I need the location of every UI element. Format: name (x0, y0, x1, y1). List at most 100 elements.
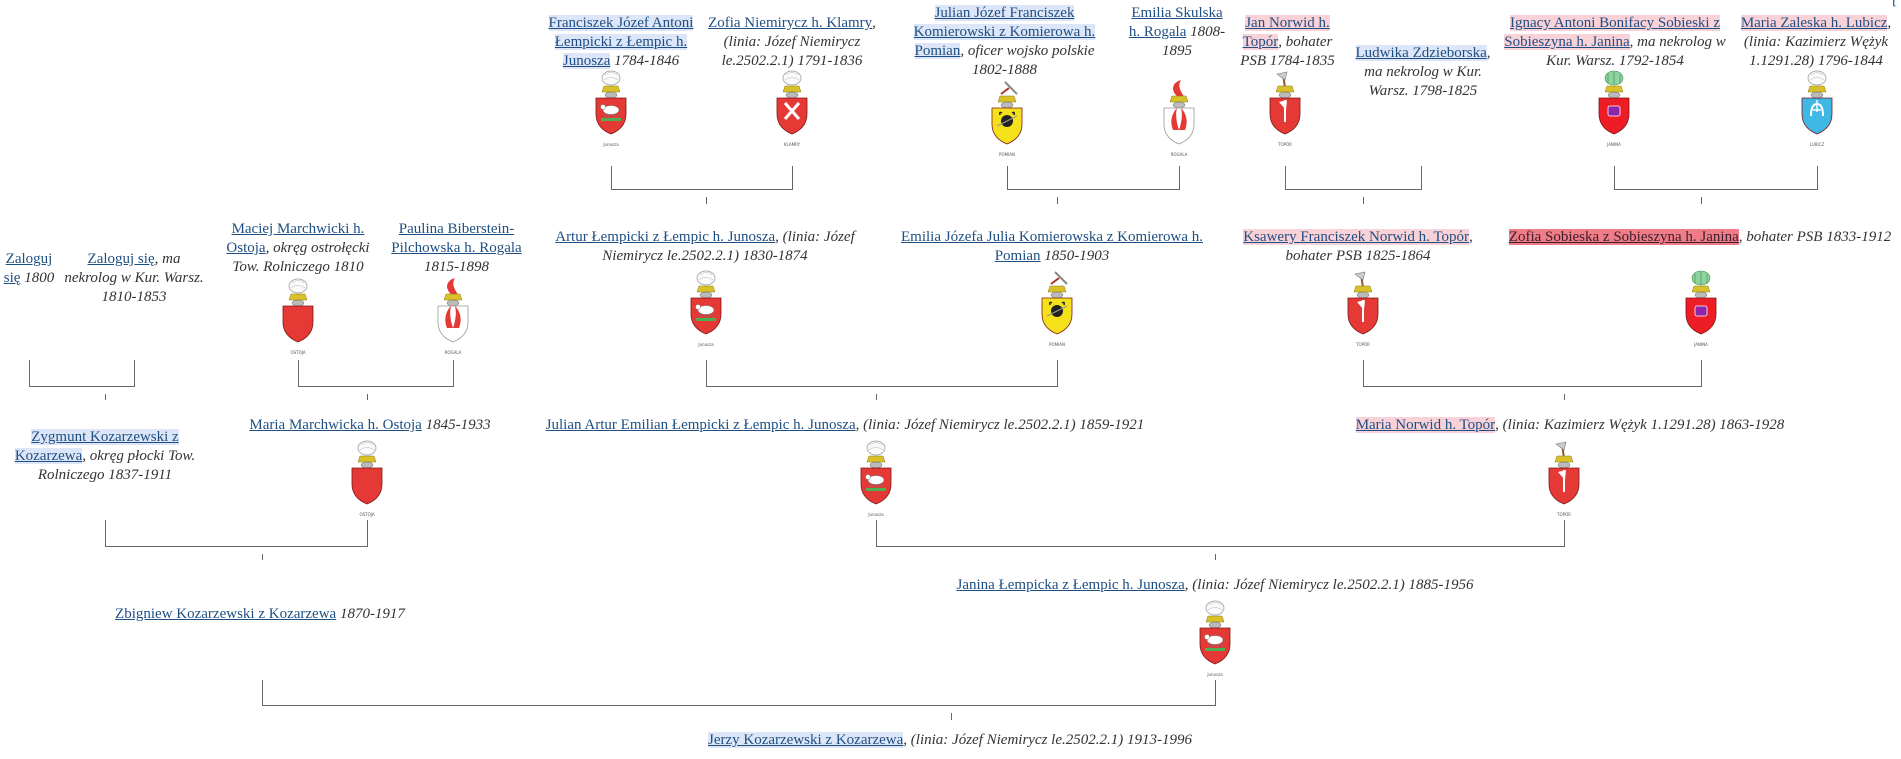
person-details: , oficer wojsko polskie 1802-1888 (960, 43, 1095, 78)
person-link[interactable]: Julian Artur Emilian Łempicki z Łempic h… (545, 417, 856, 433)
child-connector (876, 394, 877, 400)
couple-connector (29, 386, 135, 387)
couple-connector (1007, 189, 1180, 190)
person-details: , (linia: Józef Niemirycz le.2502.2.1) 1… (855, 417, 1145, 433)
person-details: , (linia: Kazimierz Wężyk 1.1291.28) 186… (1495, 417, 1785, 433)
parent-connector (298, 360, 299, 386)
couple-connector (1285, 189, 1422, 190)
person-link[interactable]: Artur Łempicki z Łempic h. Junosza (555, 229, 776, 245)
person-p3: Julian Józef Franciszek Komierowski z Ko… (912, 4, 1097, 80)
coat-of-arms-janina: JANINA (1681, 270, 1721, 347)
person-link[interactable]: Emilia Skulska h. Rogala (1128, 5, 1223, 40)
coat-of-arms-pomian: POMIAN (987, 80, 1027, 157)
crest-label: TOPÓR (1356, 342, 1370, 347)
person-p1: Franciszek Józef Antoni Łempicki z Łempi… (541, 14, 701, 71)
person-p15: Ksawery Franciszek Norwid h. Topór, boha… (1228, 228, 1488, 266)
child-connector (367, 394, 368, 400)
coat-of-arms-rogala: ROGALA (433, 278, 473, 355)
person-p12: Paulina Biberstein-Pilchowska h. Rogala … (384, 220, 529, 277)
person-link[interactable]: Ksawery Franciszek Norwid h. Topór (1243, 229, 1469, 245)
person-p21: Zbigniew Kozarzewski z Kozarzewa 1870-19… (60, 605, 460, 624)
person-link[interactable]: Franciszek Józef Antoni Łempicki z Łempi… (548, 15, 694, 69)
person-details: , (linia: Kazimierz Wężyk 1.1291.28) 179… (1743, 15, 1892, 69)
person-details: 1845-1933 (421, 417, 491, 433)
crest-label: Junosza (698, 342, 714, 347)
parent-connector (1007, 166, 1008, 189)
crest-label: POMIAN (999, 152, 1015, 157)
person-link[interactable]: Maria Zaleska h. Lubicz (1740, 15, 1888, 31)
parent-connector (367, 520, 368, 546)
parent-connector (1701, 360, 1702, 386)
person-link[interactable]: Zaloguj się (3, 251, 53, 286)
couple-connector (298, 386, 454, 387)
person-details: , (linia: Józef Niemirycz le.2502.2.1) 1… (1184, 577, 1474, 593)
person-p6: Ludwika Zdzieborska, ma nekrolog w Kur. … (1348, 44, 1498, 101)
parent-connector (1421, 166, 1422, 189)
person-link[interactable]: Zbigniew Kozarzewski z Kozarzewa (115, 606, 337, 622)
person-p8: Maria Zaleska h. Lubicz, (linia: Kazimie… (1732, 14, 1900, 71)
person-link[interactable]: Maria Marchwicka h. Ostoja (249, 417, 422, 433)
coat-of-arms-janina: JANINA (1594, 70, 1634, 147)
parent-connector (1614, 166, 1615, 189)
person-details: 1808-1895 (1162, 24, 1226, 59)
person-p7: Ignacy Antoni Bonifacy Sobieski z Sobies… (1500, 14, 1730, 71)
person-link[interactable]: Jerzy Kozarzewski z Kozarzewa (707, 732, 904, 748)
person-details: , ma nekrolog w Kur. Warsz. 1810-1853 (64, 251, 204, 305)
person-link[interactable]: Maciej Marchwicki h. Ostoja (226, 221, 365, 256)
parent-connector (1285, 166, 1286, 189)
coat-of-arms-junosza: Junosza (1195, 600, 1235, 677)
crest-label: Junosza (868, 512, 884, 517)
person-link[interactable]: Emilia Józefa Julia Komierowska z Komier… (901, 229, 1203, 264)
couple-connector (611, 189, 793, 190)
parent-connector (134, 360, 135, 386)
person-p4: Emilia Skulska h. Rogala 1808-1895 (1127, 4, 1227, 61)
coat-of-arms-ostoja: OSTOJA (347, 440, 387, 517)
person-link[interactable]: Zaloguj się (87, 251, 155, 267)
child-connector (262, 554, 263, 560)
person-p18: Maria Marchwicka h. Ostoja 1845-1933 (210, 416, 530, 435)
child-connector (706, 197, 707, 204)
person-link[interactable]: Paulina Biberstein-Pilchowska h. Rogala (391, 221, 522, 256)
crest-label: TOPÓR (1557, 512, 1571, 517)
couple-connector (1614, 189, 1818, 190)
corner-link[interactable]: [ (1892, 0, 1897, 8)
person-link[interactable]: Zofia Niemirycz h. Klamry (708, 15, 873, 31)
person-details: , bohater PSB 1784-1835 (1240, 34, 1335, 69)
child-connector (1701, 197, 1702, 204)
parent-connector (706, 360, 707, 386)
couple-connector (1363, 386, 1702, 387)
crest-label: OSTOJA (290, 350, 306, 355)
parent-connector (105, 520, 106, 546)
person-details: , bohater PSB 1825-1864 (1285, 229, 1473, 264)
crest-label: ROGALA (1170, 152, 1188, 157)
person-link[interactable]: Janina Łempicka z Łempic h. Junosza (956, 577, 1185, 593)
coat-of-arms-junosza: Junosza (591, 70, 631, 147)
person-details: , (linia: Józef Niemirycz le.2502.2.1) 1… (602, 229, 855, 264)
person-link[interactable]: Ludwika Zdzieborska (1355, 45, 1487, 61)
person-details: 1815-1898 (424, 259, 489, 275)
crest-label: Junosza (1207, 672, 1223, 677)
crest-label: JANINA (1694, 342, 1708, 347)
child-connector (951, 713, 952, 720)
child-connector (1564, 394, 1565, 400)
child-connector (1057, 197, 1058, 204)
crest-label: TOPÓR (1278, 142, 1292, 147)
coat-of-arms-klamry: KLAMRY (772, 70, 812, 147)
parent-connector (1057, 360, 1058, 386)
person-details: , bohater PSB 1833-1912 (1738, 229, 1892, 245)
parent-connector (611, 166, 612, 189)
person-p9: Zaloguj się 1800 (0, 250, 58, 288)
couple-connector (706, 386, 1058, 387)
crest-label: ROGALA (444, 350, 462, 355)
parent-connector (876, 520, 877, 546)
coat-of-arms-junosza: Junosza (856, 440, 896, 517)
person-details: , ma nekrolog w Kur. Warsz. 1792-1854 (1546, 34, 1726, 69)
child-connector (1215, 554, 1216, 560)
person-p20: Maria Norwid h. Topór, (linia: Kazimierz… (1260, 416, 1880, 435)
parent-connector (1363, 360, 1364, 386)
person-link[interactable]: Zofia Sobieska z Sobieszyna h. Janina (1508, 229, 1739, 245)
person-link[interactable]: Maria Norwid h. Topór (1355, 417, 1496, 433)
crest-label: OSTOJA (359, 512, 375, 517)
person-p10: Zaloguj się, ma nekrolog w Kur. Warsz. 1… (64, 250, 204, 307)
